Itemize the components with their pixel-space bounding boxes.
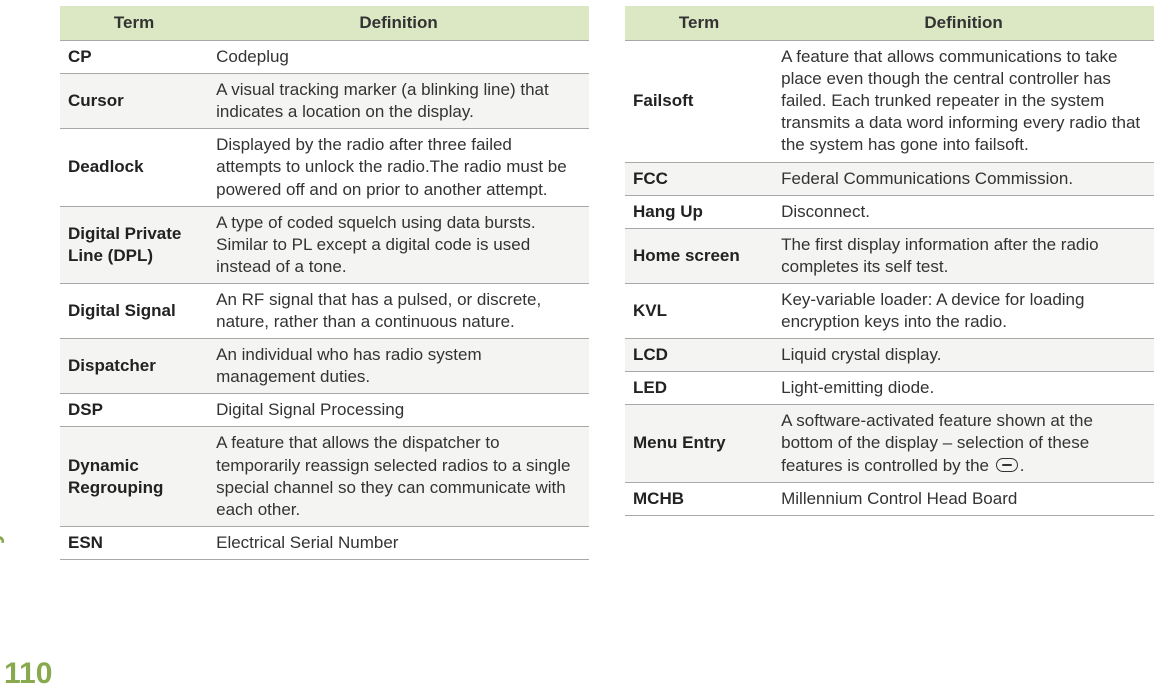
header-definition: Definition xyxy=(773,6,1154,41)
term-cell: Deadlock xyxy=(60,129,208,206)
side-label: Glossary xyxy=(0,530,6,637)
table-row: FCCFederal Communications Commission. xyxy=(625,162,1154,195)
table-row: Home screenThe first display information… xyxy=(625,228,1154,283)
page-content: Term Definition CPCodeplugCursorA visual… xyxy=(60,6,1154,677)
header-term: Term xyxy=(60,6,208,41)
term-cell: Digital Signal xyxy=(60,283,208,338)
header-term: Term xyxy=(625,6,773,41)
term-cell: LED xyxy=(625,372,773,405)
table-row: MCHBMillennium Control Head Board xyxy=(625,482,1154,515)
table-row: LEDLight-emitting diode. xyxy=(625,372,1154,405)
table-row: KVLKey-variable loader: A device for loa… xyxy=(625,283,1154,338)
definition-cell: Displayed by the radio after three faile… xyxy=(208,129,589,206)
glossary-table-left: Term Definition CPCodeplugCursorA visual… xyxy=(60,6,589,560)
definition-cell: Key-variable loader: A device for loadin… xyxy=(773,283,1154,338)
table-row: LCDLiquid crystal display. xyxy=(625,339,1154,372)
left-column: Term Definition CPCodeplugCursorA visual… xyxy=(60,6,589,677)
table-row: Dynamic RegroupingA feature that allows … xyxy=(60,427,589,526)
glossary-table-right: Term Definition FailsoftA feature that a… xyxy=(625,6,1154,516)
definition-cell: Disconnect. xyxy=(773,195,1154,228)
menu-key-icon xyxy=(996,458,1018,472)
right-column: Term Definition FailsoftA feature that a… xyxy=(625,6,1154,677)
term-cell: DSP xyxy=(60,394,208,427)
table-row: Digital Private Line (DPL)A type of code… xyxy=(60,206,589,283)
table-row: ESNElectrical Serial Number xyxy=(60,526,589,559)
term-cell: KVL xyxy=(625,283,773,338)
definition-cell: A feature that allows communications to … xyxy=(773,41,1154,162)
table-row: DeadlockDisplayed by the radio after thr… xyxy=(60,129,589,206)
header-definition: Definition xyxy=(208,6,589,41)
term-cell: MCHB xyxy=(625,482,773,515)
term-cell: Dispatcher xyxy=(60,339,208,394)
definition-cell: An individual who has radio system manag… xyxy=(208,339,589,394)
term-cell: Hang Up xyxy=(625,195,773,228)
term-cell: Failsoft xyxy=(625,41,773,162)
term-cell: FCC xyxy=(625,162,773,195)
table-row: Menu EntryA software-activated feature s… xyxy=(625,405,1154,482)
term-cell: Home screen xyxy=(625,228,773,283)
definition-cell: Digital Signal Processing xyxy=(208,394,589,427)
table-row: CursorA visual tracking marker (a blinki… xyxy=(60,74,589,129)
table-row: Digital SignalAn RF signal that has a pu… xyxy=(60,283,589,338)
definition-cell: A feature that allows the dispatcher to … xyxy=(208,427,589,526)
definition-cell: Light-emitting diode. xyxy=(773,372,1154,405)
term-cell: ESN xyxy=(60,526,208,559)
table-row: DSPDigital Signal Processing xyxy=(60,394,589,427)
term-cell: Menu Entry xyxy=(625,405,773,482)
definition-cell: Federal Communications Commission. xyxy=(773,162,1154,195)
table-row: FailsoftA feature that allows communicat… xyxy=(625,41,1154,162)
definition-text-pre: A software-activated feature shown at th… xyxy=(781,411,1093,474)
definition-cell: Liquid crystal display. xyxy=(773,339,1154,372)
definition-cell: The first display information after the … xyxy=(773,228,1154,283)
term-cell: LCD xyxy=(625,339,773,372)
term-cell: CP xyxy=(60,41,208,74)
definition-cell: An RF signal that has a pulsed, or discr… xyxy=(208,283,589,338)
definition-cell: Codeplug xyxy=(208,41,589,74)
term-cell: Dynamic Regrouping xyxy=(60,427,208,526)
definition-cell: A type of coded squelch using data burst… xyxy=(208,206,589,283)
definition-text-post: . xyxy=(1020,456,1025,475)
definition-cell: Millennium Control Head Board xyxy=(773,482,1154,515)
term-cell: Digital Private Line (DPL) xyxy=(60,206,208,283)
table-row: Hang UpDisconnect. xyxy=(625,195,1154,228)
table-row: CPCodeplug xyxy=(60,41,589,74)
term-cell: Cursor xyxy=(60,74,208,129)
definition-cell: A visual tracking marker (a blinking lin… xyxy=(208,74,589,129)
definition-cell: A software-activated feature shown at th… xyxy=(773,405,1154,482)
page-number: 110 xyxy=(4,657,52,691)
definition-cell: Electrical Serial Number xyxy=(208,526,589,559)
table-row: DispatcherAn individual who has radio sy… xyxy=(60,339,589,394)
